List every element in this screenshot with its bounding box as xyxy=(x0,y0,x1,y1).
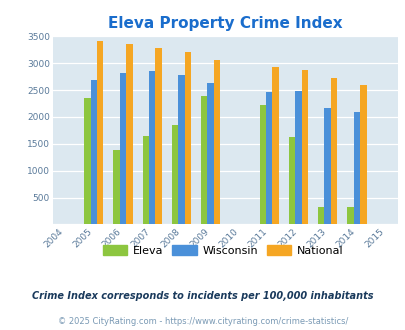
Text: Crime Index corresponds to incidents per 100,000 inhabitants: Crime Index corresponds to incidents per… xyxy=(32,291,373,301)
Bar xyxy=(97,41,103,224)
Bar xyxy=(359,85,366,224)
Bar xyxy=(178,75,184,224)
Bar xyxy=(119,73,126,224)
Bar xyxy=(113,150,119,224)
Bar xyxy=(288,137,294,224)
Bar xyxy=(324,108,330,224)
Bar xyxy=(301,70,307,224)
Bar xyxy=(200,96,207,224)
Text: © 2025 CityRating.com - https://www.cityrating.com/crime-statistics/: © 2025 CityRating.com - https://www.city… xyxy=(58,317,347,326)
Bar xyxy=(155,48,162,224)
Title: Eleva Property Crime Index: Eleva Property Crime Index xyxy=(108,16,342,31)
Bar xyxy=(213,60,220,224)
Bar xyxy=(265,92,272,224)
Bar xyxy=(294,91,301,224)
Bar xyxy=(346,207,353,224)
Bar xyxy=(207,82,213,224)
Bar xyxy=(330,78,337,224)
Bar xyxy=(171,125,178,224)
Bar xyxy=(149,71,155,224)
Bar xyxy=(272,67,278,224)
Bar xyxy=(84,98,90,224)
Legend: Eleva, Wisconsin, National: Eleva, Wisconsin, National xyxy=(98,241,347,260)
Bar xyxy=(126,44,132,224)
Bar xyxy=(184,52,191,224)
Bar xyxy=(259,105,265,224)
Bar xyxy=(142,136,149,224)
Bar xyxy=(353,112,359,224)
Bar xyxy=(317,207,324,224)
Bar xyxy=(90,81,97,224)
